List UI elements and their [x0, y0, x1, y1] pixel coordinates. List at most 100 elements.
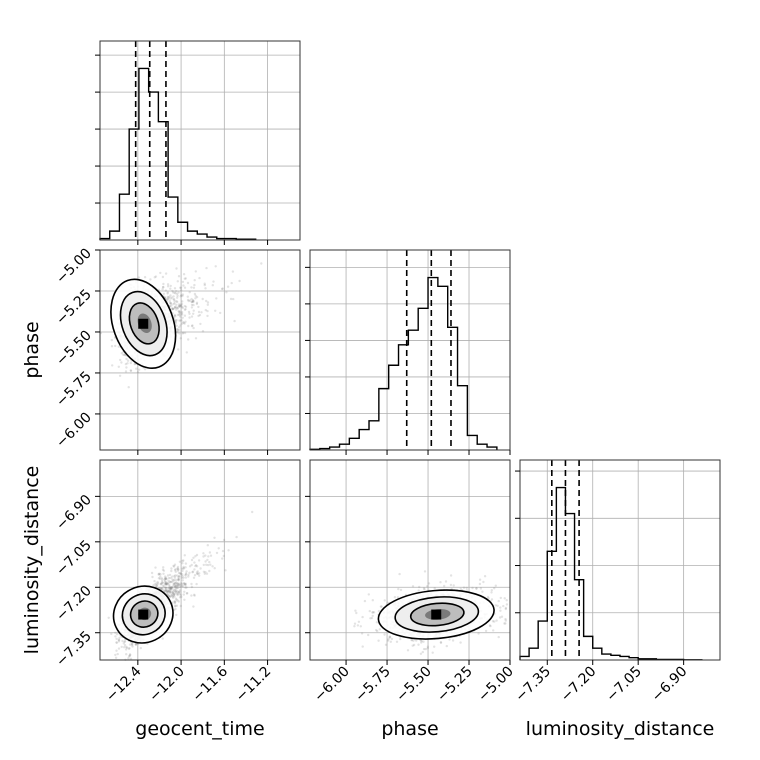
- scatter-point: [192, 556, 195, 559]
- scatter-point: [174, 586, 177, 589]
- scatter-point: [183, 331, 187, 335]
- scatter-point: [183, 304, 186, 308]
- scatter-point: [163, 581, 167, 584]
- scatter-point: [127, 655, 131, 658]
- scatter-point: [172, 588, 175, 591]
- scatter-point: [166, 590, 170, 594]
- scatter-point: [171, 593, 174, 596]
- scatter-point: [171, 578, 174, 581]
- scatter-point: [182, 284, 185, 287]
- grid: [100, 460, 300, 660]
- scatter-point: [183, 322, 186, 325]
- scatter-point: [169, 301, 172, 305]
- scatter-point: [173, 592, 176, 596]
- scatter-point: [183, 598, 186, 601]
- scatter-point: [174, 585, 178, 588]
- scatter-point: [129, 369, 133, 372]
- scatter-point: [122, 642, 126, 645]
- scatter-point: [123, 353, 126, 357]
- scatter-point: [196, 570, 199, 573]
- scatter-point: [120, 645, 123, 649]
- scatter-point: [226, 285, 230, 288]
- scatter-point: [118, 636, 121, 640]
- scatter-point: [153, 276, 156, 279]
- scatter-point: [221, 549, 225, 553]
- contour-line: [110, 278, 177, 369]
- scatter-point: [232, 297, 235, 301]
- scatter-point: [490, 598, 494, 601]
- scatter-point: [230, 281, 233, 285]
- scatter-point: [164, 586, 168, 590]
- scatter-point: [177, 291, 180, 294]
- scatter-point: [205, 572, 209, 575]
- scatter-point: [179, 304, 183, 307]
- scatter-point: [214, 265, 217, 268]
- scatter-point: [426, 585, 429, 588]
- scatter-point: [194, 297, 197, 300]
- scatter-point: [188, 565, 192, 568]
- scatter-point: [180, 572, 183, 575]
- scatter-point: [173, 581, 176, 585]
- scatter-point: [178, 575, 181, 578]
- scatter-point: [389, 635, 392, 639]
- scatter-point: [171, 591, 175, 594]
- scatter-point: [198, 313, 202, 317]
- scatter-point: [173, 302, 176, 305]
- scatter-point: [215, 297, 218, 300]
- scatter-point: [419, 652, 423, 655]
- scatter-point: [187, 575, 190, 578]
- scatter-point: [128, 647, 131, 650]
- grid: [310, 250, 511, 450]
- scatter-point: [159, 271, 162, 275]
- scatter-point: [169, 576, 172, 580]
- scatter-point: [184, 573, 188, 576]
- scatter-point: [161, 581, 164, 584]
- scatter-point: [174, 585, 177, 588]
- scatter-point: [164, 586, 167, 590]
- scatter-point: [161, 275, 165, 279]
- scatter-point: [171, 580, 174, 583]
- scatter-point: [178, 583, 181, 586]
- scatter-point: [406, 649, 410, 652]
- scatter-point: [386, 601, 389, 604]
- scatter-point: [117, 365, 121, 368]
- scatter-point: [498, 616, 502, 619]
- scatter-point: [504, 606, 508, 610]
- scatter-point: [177, 578, 180, 581]
- scatter-point: [369, 617, 372, 620]
- scatter-point: [181, 569, 184, 573]
- scatter-point: [183, 582, 186, 585]
- scatter-point: [195, 571, 199, 574]
- scatter-point: [161, 588, 164, 591]
- scatter-point: [178, 311, 181, 314]
- scatter-point: [175, 592, 179, 595]
- scatter-point: [164, 590, 168, 593]
- scatter-point: [194, 555, 197, 558]
- scatter-point: [159, 582, 162, 586]
- scatter-point: [170, 585, 173, 589]
- scatter-point: [165, 577, 168, 581]
- scatter-point: [184, 320, 187, 323]
- y-tick-label: −5.00: [53, 246, 95, 288]
- histogram-phase: [309, 250, 498, 450]
- scatter-point: [204, 287, 207, 290]
- scatter-point: [164, 589, 167, 592]
- scatter-point: [169, 302, 172, 305]
- scatter-point: [175, 578, 178, 582]
- scatter-point: [180, 582, 184, 585]
- scatter-point: [173, 306, 177, 309]
- scatter-point: [361, 645, 364, 648]
- scatter-point: [165, 582, 168, 585]
- scatter-point: [181, 584, 184, 587]
- x-tick-label: −6.90: [649, 664, 691, 706]
- scatter-point: [114, 631, 117, 634]
- scatter-point: [167, 595, 171, 598]
- scatter-point: [423, 570, 427, 573]
- scatter-point: [212, 280, 215, 283]
- scatter-point: [186, 295, 189, 298]
- scatter-point: [127, 657, 130, 660]
- scatter-point: [180, 302, 184, 306]
- scatter-point: [195, 553, 199, 557]
- scatter-point: [477, 632, 480, 635]
- scatter-point: [175, 290, 178, 293]
